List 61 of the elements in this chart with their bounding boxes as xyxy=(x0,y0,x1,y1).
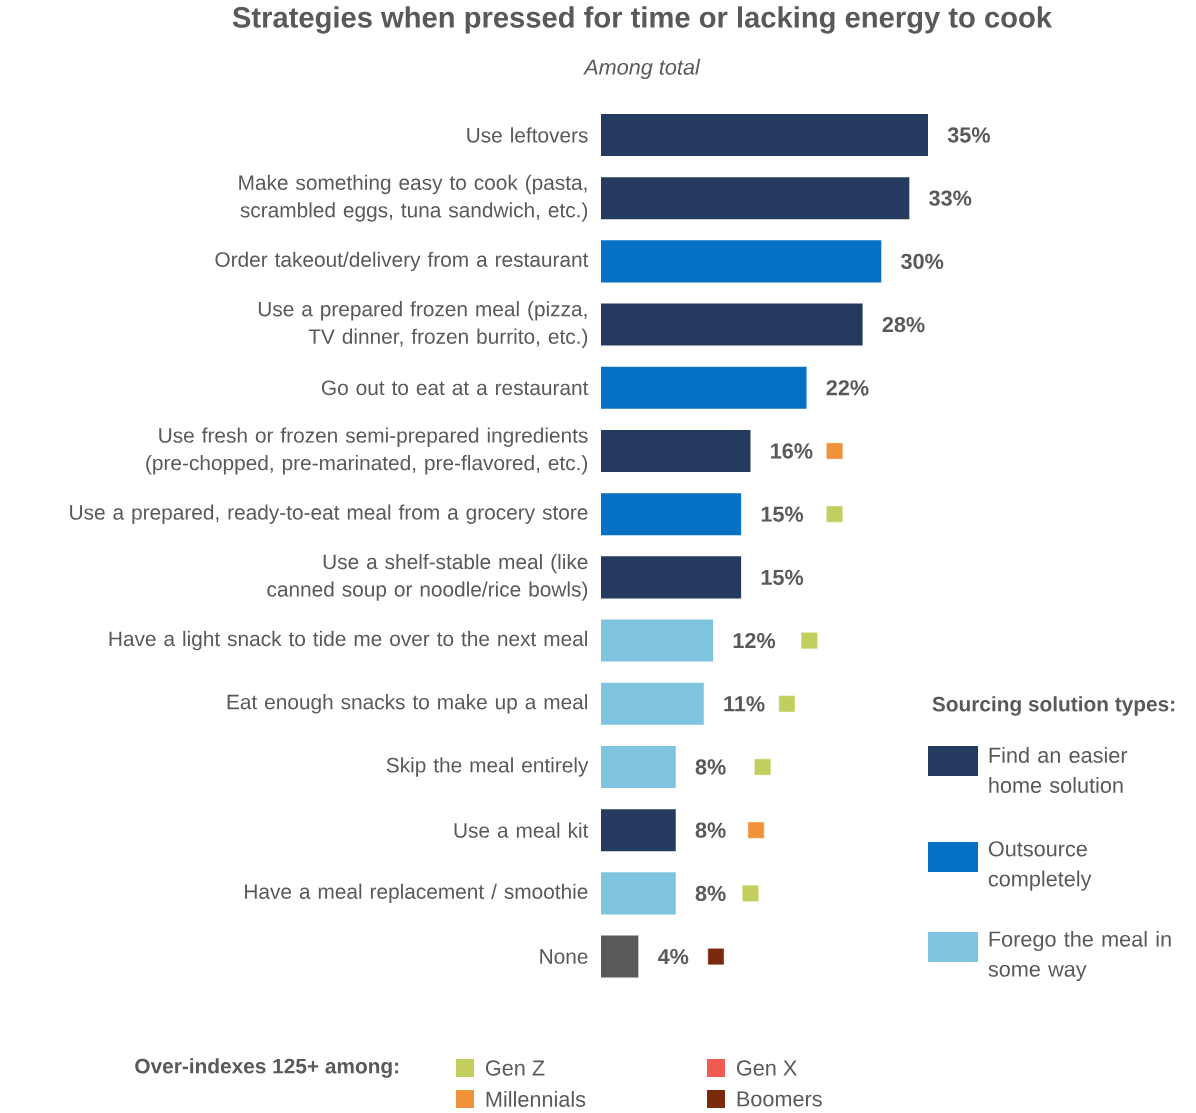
y-tick-label: Use a prepared frozen meal (pizza, TV dinner, frozen burrito, etc.) xyxy=(258,301,588,349)
bar xyxy=(601,556,742,599)
y-tick-label: None xyxy=(540,949,588,965)
y-tick-label: Have a meal replacement / smoothie xyxy=(245,883,588,904)
y-tick-label: Use fresh or frozen semi-prepared ingredients (pre-chopped, pre-marinated, pre-flavored, etc.) xyxy=(146,427,588,475)
bar xyxy=(601,177,910,220)
point xyxy=(742,885,759,902)
y-tick-label: Use a meal kit xyxy=(454,822,589,839)
data-label: 11% xyxy=(724,696,765,712)
legend-label: Millennials xyxy=(486,1091,586,1108)
legend-label: Boomers xyxy=(737,1091,822,1107)
legend-label: Forego the meal in some way xyxy=(988,931,1171,982)
bar xyxy=(601,872,676,915)
y-tick-label: Go out to eat at a restaurant xyxy=(321,380,589,396)
point xyxy=(801,632,818,649)
legend-label: Outsource completely xyxy=(988,841,1092,892)
legend-label: Gen X xyxy=(736,1060,797,1076)
data-label: 15% xyxy=(761,569,804,586)
data-label: 12% xyxy=(733,633,776,649)
data-label: 35% xyxy=(947,127,990,143)
y-tick-label: Skip the meal entirely xyxy=(386,757,589,777)
data-label: 4% xyxy=(657,949,689,965)
point xyxy=(748,822,765,839)
bar xyxy=(601,683,704,726)
data-label: 16% xyxy=(771,443,813,459)
data-label: 8% xyxy=(695,822,726,839)
y-tick-label: Use a prepared, ready-to-eat meal from a grocery store xyxy=(70,504,588,525)
data-label: 33% xyxy=(929,190,972,207)
point xyxy=(778,696,795,713)
point xyxy=(826,443,843,460)
bar xyxy=(601,809,676,852)
point xyxy=(707,948,724,965)
chart-title: Strategies when pressed for time or lacking energy to cook xyxy=(232,6,1053,34)
y-tick-label: Use a shelf-stable meal (like canned soup or noodle/rice bowls) xyxy=(267,554,588,602)
point xyxy=(754,759,771,776)
data-label: 8% xyxy=(695,759,726,775)
y-tick-label: Make something easy to cook (pasta, scrambled eggs, tuna sandwich, etc.) xyxy=(239,174,588,222)
bar xyxy=(601,303,863,346)
bar xyxy=(601,367,807,410)
bar xyxy=(601,493,742,536)
point xyxy=(826,506,843,523)
data-label: 30% xyxy=(901,253,944,270)
legend-title: Sourcing solution types: xyxy=(932,696,1175,716)
data-label: 22% xyxy=(826,380,869,396)
y-tick-label: Eat enough snacks to make up a meal xyxy=(227,694,587,714)
bar xyxy=(601,619,714,662)
chart-subtitle: Among total xyxy=(583,59,701,80)
bar xyxy=(601,746,676,789)
legend-label: Find an easier home solution xyxy=(989,747,1128,794)
data-label: 28% xyxy=(882,317,925,333)
y-tick-label: Order takeout/delivery from a restaurant xyxy=(215,251,589,272)
legend-label: Gen Z xyxy=(485,1060,545,1076)
y-tick-label: Use leftovers xyxy=(467,127,588,143)
y-tick-label: Have a light snack to tide me over to the next meal xyxy=(109,631,587,651)
bar xyxy=(601,240,882,283)
bar xyxy=(601,430,751,473)
data-label: 15% xyxy=(761,506,804,523)
data-label: 8% xyxy=(695,885,726,902)
text: Over-indexes 125+ among: xyxy=(135,1058,399,1078)
bar xyxy=(601,935,639,978)
bar xyxy=(601,114,928,157)
